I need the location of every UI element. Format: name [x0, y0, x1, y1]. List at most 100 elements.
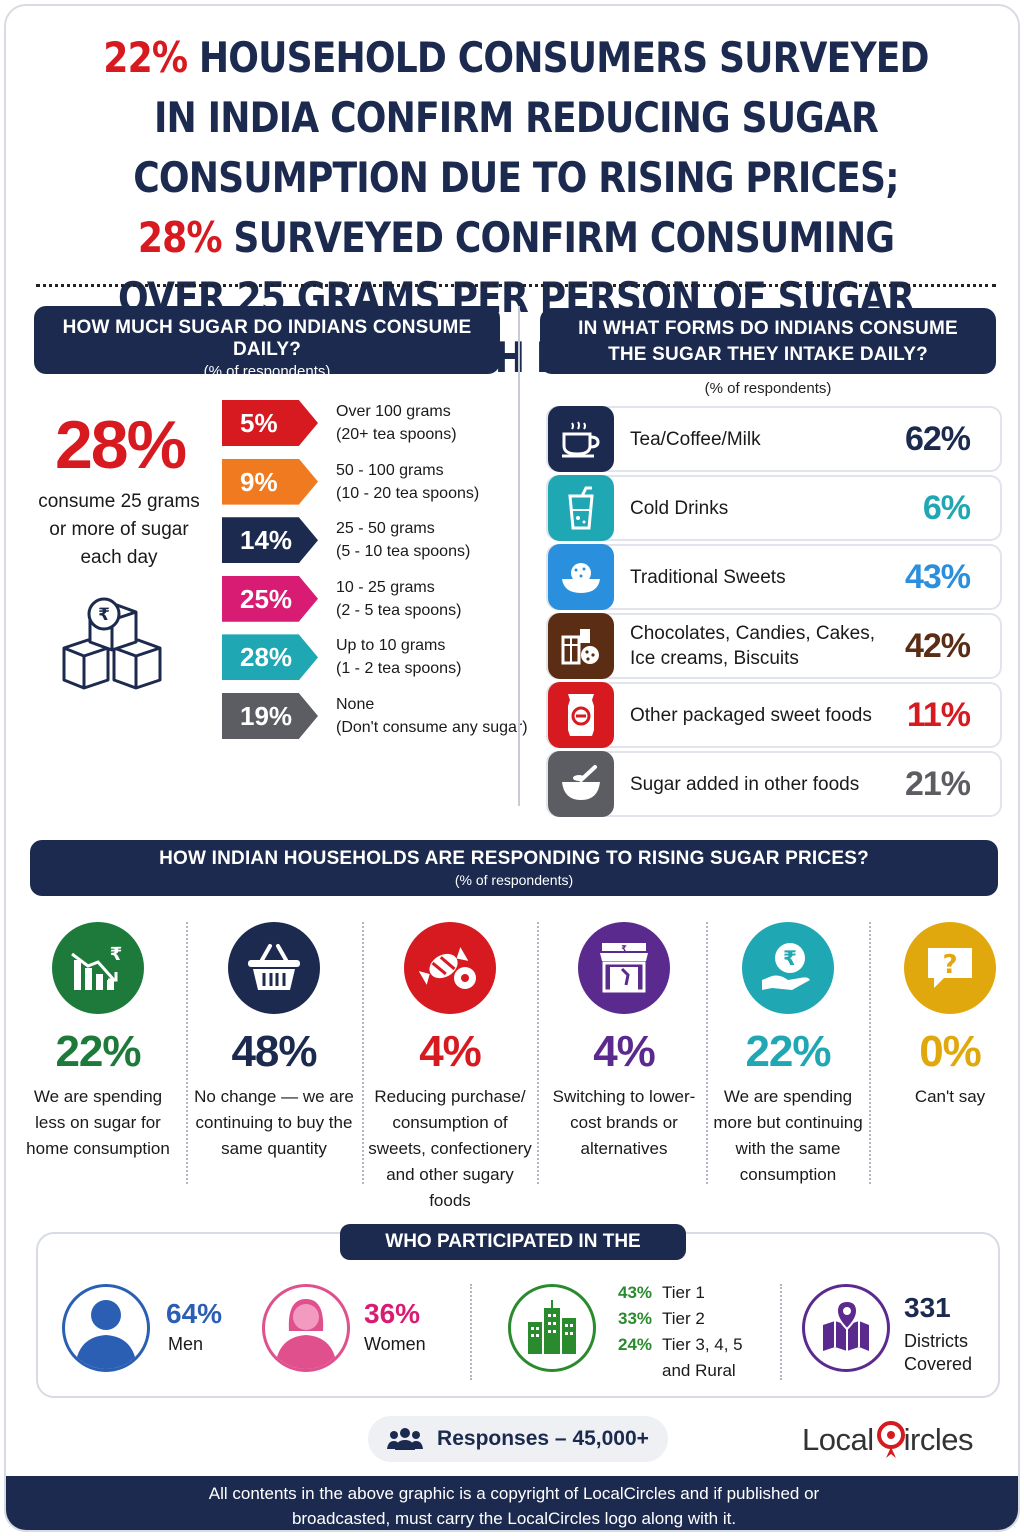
vertical-divider	[518, 306, 520, 806]
headline: 22% HOUSEHOLD CONSUMERS SURVEYED IN INDI…	[95, 28, 938, 388]
women-value: 36%	[364, 1298, 421, 1329]
sugar-form-value: 62%	[904, 419, 971, 458]
forms-title-1: IN WHAT FORMS DO INDIANS CONSUME	[578, 318, 958, 339]
shop-icon: ₹	[578, 922, 670, 1014]
daily-consumption-spoons: (2 - 5 tea spoons)	[336, 601, 462, 619]
rupee-hand-icon: ₹	[742, 922, 834, 1014]
sweets-bowl-icon	[548, 544, 614, 610]
daily-consumption-spoons: (1 - 2 tea spoons)	[336, 660, 462, 678]
daily-consumption-value: 28%	[222, 634, 318, 681]
copyright-footer: All contents in the above graphic is a c…	[6, 1476, 1018, 1530]
sugar-form-label: Cold Drinks	[630, 497, 729, 519]
svg-text:₹: ₹	[783, 946, 797, 970]
men-value: 64%	[166, 1298, 223, 1329]
sugar-form-value: 43%	[904, 557, 971, 596]
daily-consumption-subtitle: (% of respondents)	[203, 363, 331, 380]
sugar-form-value: 21%	[904, 764, 971, 803]
tier-label: and Rural	[662, 1361, 736, 1380]
tea-cup-icon	[548, 406, 614, 472]
city-buildings-icon	[508, 1284, 596, 1372]
response-label: We are spending less on sugar for home c…	[26, 1087, 170, 1158]
daily-consumption-row: 19% None (Don't consume any sugar)	[222, 693, 528, 741]
daily-consumption-value: 19%	[222, 693, 318, 739]
cold-drink-icon	[548, 475, 614, 541]
response-column: ₹22% We are spending less on sugar for ho…	[18, 922, 178, 1162]
sugar-cubes-icon: ₹	[62, 597, 162, 690]
tier-row: 33% Tier 2	[618, 1306, 705, 1332]
response-value: 22%	[745, 1027, 831, 1076]
daily-consumption-label: None (Don't consume any sugar)	[336, 693, 536, 739]
mixing-bowl-icon	[548, 751, 614, 817]
daily-consumption-value: 9%	[222, 458, 318, 505]
sugar-form-value: 11%	[906, 695, 971, 734]
daily-consumption-label: Over 100 grams (20+ tea spoons)	[336, 400, 536, 446]
daily-consumption-amount: None	[336, 696, 375, 713]
districts-label-2: Covered	[904, 1354, 973, 1374]
daily-consumption-title: HOW MUCH SUGAR DO INDIANS CONSUME DAILY?	[62, 317, 472, 360]
logo-pin-icon	[876, 1421, 905, 1458]
sugar-form-value: 6%	[922, 488, 971, 527]
survey-divider	[470, 1284, 472, 1380]
daily-highlight-value: 28%	[54, 407, 187, 483]
response-divider	[869, 922, 871, 1184]
map-pin-icon	[802, 1284, 890, 1372]
responses-title: HOW INDIAN HOUSEHOLDS ARE RESPONDING TO …	[159, 848, 869, 869]
question-icon: ?	[904, 922, 996, 1014]
sugar-form-row: Sugar added in other foods 21%	[546, 751, 1002, 817]
women-label: Women	[364, 1334, 426, 1354]
response-label: Can't say	[914, 1087, 986, 1106]
people-group-icon	[387, 1428, 424, 1450]
sugar-form-label: Sugar added in other foods	[630, 773, 860, 795]
response-label: Switching to lower-cost brands or altern…	[552, 1087, 696, 1158]
daily-consumption-row: 14% 25 - 50 grams (5 - 10 tea spoons)	[222, 517, 522, 565]
logo-text-1: Local	[802, 1422, 874, 1457]
daily-consumption-spoons: (10 - 20 tea spoons)	[336, 484, 480, 502]
localcircles-logo: Local ircles	[802, 1420, 973, 1460]
daily-consumption-spoons: (20+ tea spoons)	[336, 426, 457, 443]
daily-consumption-amount: Up to 10 grams	[336, 637, 446, 655]
response-value: 4%	[593, 1027, 656, 1076]
daily-consumption-value: 14%	[222, 517, 318, 564]
response-column: 48% No change — we are continuing to buy …	[194, 922, 354, 1162]
response-label: No change — we are continuing to buy the…	[194, 1087, 354, 1158]
sugar-form-value: 42%	[904, 626, 971, 665]
daily-consumption-amount: 10 - 25 grams	[336, 578, 435, 596]
sugar-form-row: Cold Drinks 6%	[546, 475, 1002, 541]
response-column: 4% Reducing purchase/ consumption of swee…	[364, 922, 536, 1214]
tier-row: 24% Tier 3, 4, 5	[618, 1332, 743, 1358]
infographic-frame: 22% HOUSEHOLD CONSUMERS SURVEYED IN INDI…	[4, 4, 1020, 1532]
falling-price-chart-icon: ₹	[52, 922, 144, 1014]
daily-consumption-label: Up to 10 grams (1 - 2 tea spoons)	[336, 634, 536, 680]
sugar-form-label: Traditional Sweets	[630, 566, 786, 588]
men-label: Men	[168, 1334, 204, 1354]
districts-label-1: Districts	[904, 1331, 968, 1351]
forms-title-2: THE SUGAR THEY INTAKE DAILY?	[608, 344, 928, 365]
response-label: We are spending more but continuing with…	[713, 1087, 863, 1184]
headline-pct-1: 22%	[103, 33, 188, 82]
response-column: ₹4% Switching to lower-cost brands or alt…	[544, 922, 704, 1162]
svg-text:₹: ₹	[110, 944, 123, 965]
sugar-form-row: Tea/Coffee/Milk 62%	[546, 406, 1002, 472]
sugar-form-label: Other packaged sweet foods	[630, 704, 872, 726]
men-avatar-icon	[62, 1284, 150, 1372]
daily-consumption-value: 5%	[222, 400, 318, 446]
daily-consumption-value: 25%	[222, 575, 318, 622]
packaged-food-icon	[548, 682, 614, 748]
daily-consumption-header: HOW MUCH SUGAR DO INDIANS CONSUME DAILY?…	[34, 306, 500, 380]
svg-text:₹: ₹	[98, 605, 110, 625]
forms-header: IN WHAT FORMS DO INDIANS CONSUME THE SUG…	[540, 308, 996, 374]
daily-consumption-row: 9% 50 - 100 grams (10 - 20 tea spoons)	[222, 458, 522, 507]
forms-subtitle: (% of respondents)	[704, 380, 832, 397]
dotted-divider	[36, 284, 996, 287]
tier-row: and Rural	[618, 1358, 736, 1384]
daily-consumption-amount: 25 - 50 grams	[336, 520, 435, 538]
candy-icon	[404, 922, 496, 1014]
daily-consumption-label: 10 - 25 grams (2 - 5 tea spoons)	[336, 576, 536, 622]
response-divider	[362, 922, 364, 1184]
response-value: 22%	[55, 1027, 141, 1076]
response-column: ? 0% Can't say	[890, 922, 1010, 1110]
daily-highlight-desc: consume 25 grams or more of sugar each d…	[38, 491, 200, 568]
svg-text:?: ?	[942, 950, 957, 980]
footer-line-2: broadcasted, must carry the LocalCircles…	[291, 1509, 737, 1528]
daily-consumption-spoons: (5 - 10 tea spoons)	[336, 543, 471, 561]
